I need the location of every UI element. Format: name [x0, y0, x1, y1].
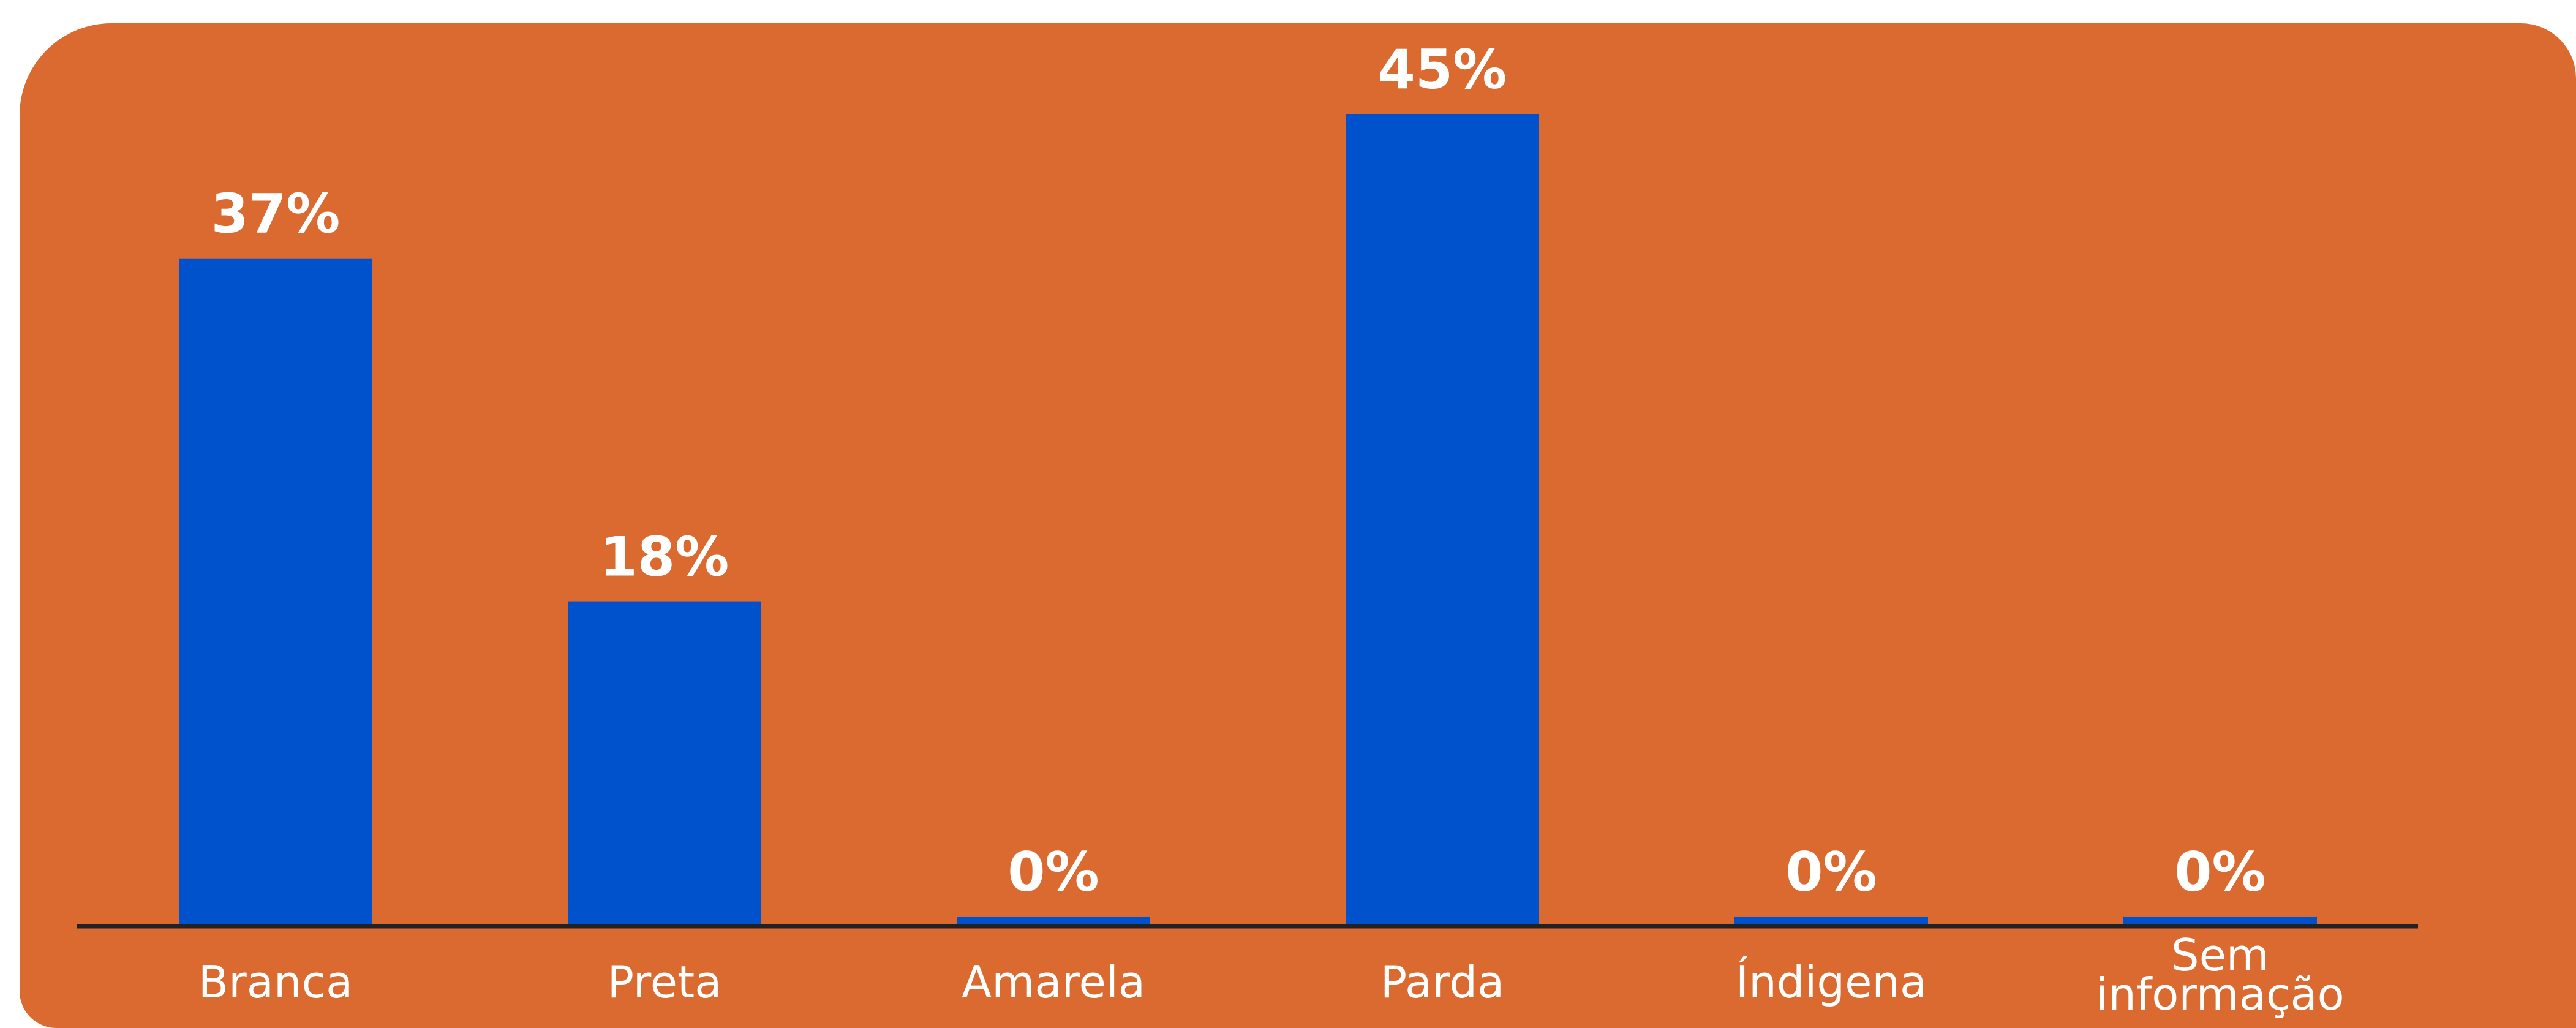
category-label-1: Branca [198, 956, 353, 1008]
bars-layer [179, 114, 2317, 926]
bar-6 [2123, 917, 2317, 926]
labels-layer: 37% Branca 18% Preta 0% Amarela 45% Parda 0% Índi… [198, 38, 2344, 1020]
category-label-line: Sem [2171, 929, 2269, 981]
bar-1 [179, 258, 372, 926]
category-label-6: Sem informação [2096, 929, 2344, 1020]
bar-2 [568, 601, 761, 926]
category-label-5: Índigena [1736, 956, 1927, 1008]
bar-4 [1346, 114, 1539, 926]
value-label-6: 0% [2174, 841, 2265, 904]
value-label-4: 45% [1378, 38, 1507, 101]
category-label-2: Preta [608, 956, 722, 1008]
value-label-2: 18% [600, 526, 729, 589]
category-label-line: informação [2096, 969, 2344, 1020]
bar-5 [1734, 917, 1928, 926]
chart-panel [20, 23, 2576, 1028]
category-label-3: Amarela [962, 956, 1145, 1008]
category-label-4: Parda [1380, 956, 1504, 1008]
bar-3 [957, 917, 1150, 926]
value-label-1: 37% [211, 183, 341, 246]
value-label-5: 0% [1785, 841, 1877, 904]
value-label-3: 0% [1007, 841, 1099, 904]
